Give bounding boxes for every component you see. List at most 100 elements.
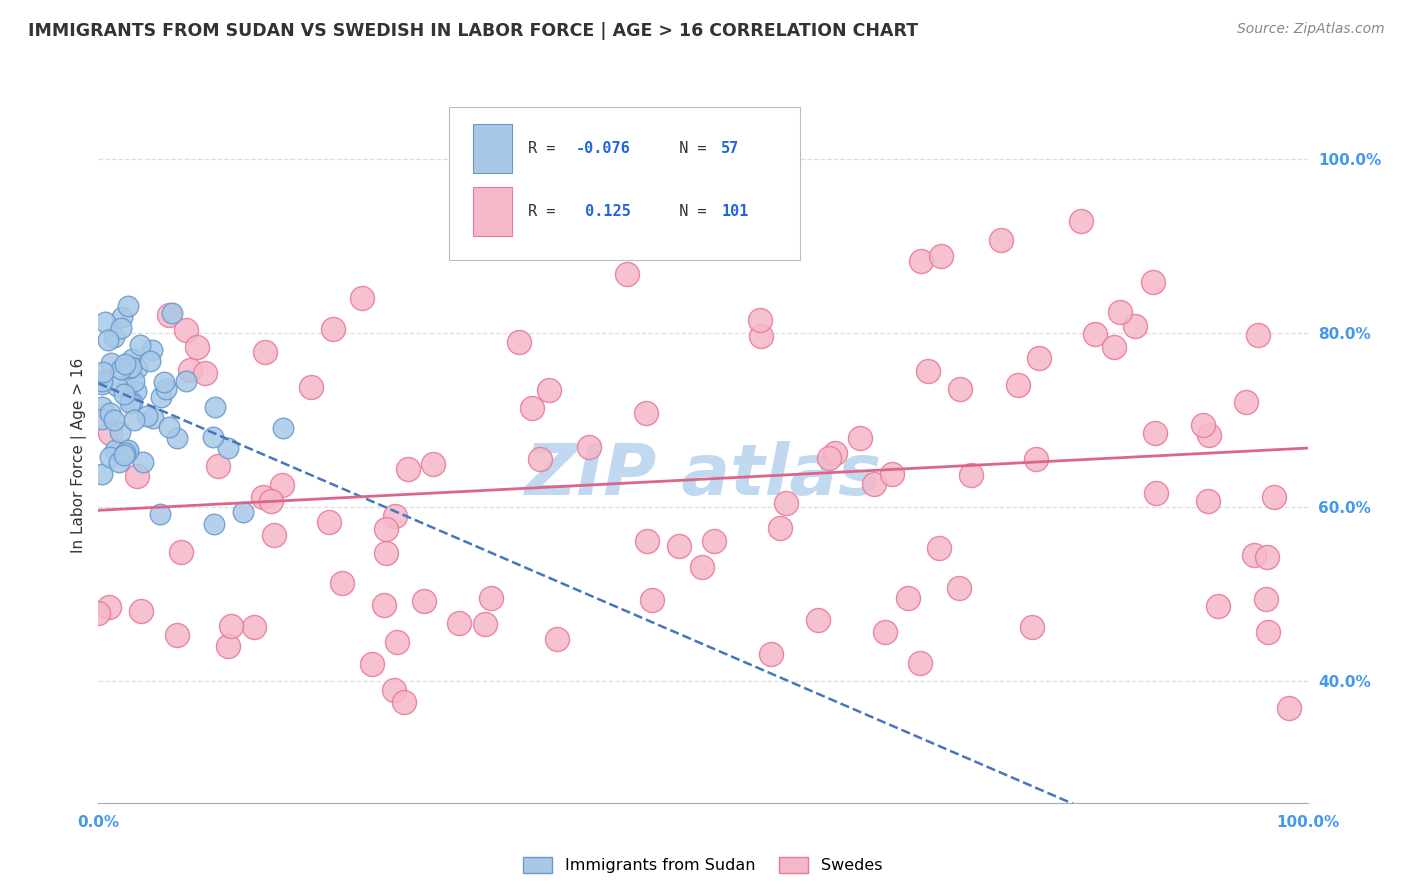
Point: [396, 461, 419, 475]
Point: [114, 446, 136, 460]
Point: [374, 522, 396, 536]
Text: R =: R =: [527, 204, 564, 219]
Point: [508, 335, 530, 350]
Point: [169, 545, 191, 559]
Point: [641, 592, 664, 607]
Point: [219, 619, 242, 633]
Point: [1257, 625, 1279, 640]
Point: [1256, 592, 1278, 607]
Point: [121, 351, 143, 366]
Point: [1070, 214, 1092, 228]
Point: [1123, 319, 1146, 334]
Point: [91, 412, 114, 426]
Point: [910, 254, 932, 268]
Point: [108, 455, 131, 469]
Point: [546, 632, 568, 646]
Point: [243, 620, 266, 634]
Point: [824, 446, 846, 460]
Point: [112, 448, 135, 462]
Point: [413, 594, 436, 608]
Point: [112, 386, 135, 401]
Point: [91, 467, 114, 481]
Point: [100, 356, 122, 370]
Point: [1028, 351, 1050, 365]
Point: [960, 468, 983, 483]
Point: [538, 383, 561, 397]
Point: [863, 477, 886, 491]
Point: [385, 635, 408, 649]
Text: IMMIGRANTS FROM SUDAN VS SWEDISH IN LABOR FORCE | AGE > 16 CORRELATION CHART: IMMIGRANTS FROM SUDAN VS SWEDISH IN LABO…: [28, 22, 918, 40]
Point: [254, 345, 277, 359]
Point: [217, 639, 239, 653]
Point: [382, 683, 405, 698]
Point: [122, 413, 145, 427]
Point: [186, 340, 208, 354]
Text: N =: N =: [661, 204, 716, 219]
Point: [149, 390, 172, 404]
Point: [217, 441, 239, 455]
Point: [98, 450, 121, 465]
Point: [232, 504, 254, 518]
Point: [105, 379, 128, 393]
Point: [1263, 491, 1285, 505]
Point: [118, 396, 141, 410]
Y-axis label: In Labor Force | Age > 16: In Labor Force | Age > 16: [72, 358, 87, 552]
Point: [128, 338, 150, 352]
Point: [1007, 378, 1029, 392]
Point: [751, 328, 773, 343]
Point: [1084, 327, 1107, 342]
Point: [115, 382, 138, 396]
Point: [98, 426, 121, 441]
Point: [299, 380, 322, 394]
Point: [578, 440, 600, 454]
Point: [166, 628, 188, 642]
Point: [118, 361, 141, 376]
Point: [775, 495, 797, 509]
Point: [322, 322, 344, 336]
Point: [668, 539, 690, 553]
Point: [949, 382, 972, 396]
Point: [681, 216, 703, 230]
Point: [1025, 452, 1047, 467]
Point: [97, 599, 120, 614]
Point: [139, 354, 162, 368]
Text: -0.076: -0.076: [576, 141, 631, 156]
Point: [157, 420, 180, 434]
Point: [120, 360, 142, 375]
Point: [103, 330, 125, 344]
Point: [422, 457, 444, 471]
Text: R =: R =: [527, 141, 564, 156]
Point: [769, 521, 792, 535]
Point: [1206, 599, 1229, 613]
Point: [1191, 418, 1213, 433]
Point: [748, 312, 770, 326]
Point: [761, 647, 783, 661]
Point: [136, 409, 159, 423]
Point: [166, 431, 188, 445]
Point: [394, 695, 416, 709]
Point: [103, 413, 125, 427]
Text: N =: N =: [661, 141, 716, 156]
Text: Source: ZipAtlas.com: Source: ZipAtlas.com: [1237, 22, 1385, 37]
Point: [104, 442, 127, 457]
Text: ZIP atlas: ZIP atlas: [524, 442, 882, 510]
Point: [1234, 395, 1257, 409]
Point: [690, 559, 713, 574]
FancyBboxPatch shape: [449, 107, 800, 260]
Point: [132, 454, 155, 468]
Point: [928, 541, 950, 556]
Point: [114, 357, 136, 371]
Point: [990, 233, 1012, 247]
Point: [87, 606, 110, 620]
Point: [361, 657, 384, 672]
Point: [194, 366, 217, 380]
Point: [204, 517, 226, 532]
Point: [1143, 425, 1166, 440]
Point: [1102, 340, 1125, 354]
Point: [263, 528, 285, 542]
Point: [873, 625, 896, 640]
Point: [91, 377, 114, 392]
Bar: [474, 187, 512, 235]
Point: [917, 364, 939, 378]
Point: [176, 374, 198, 388]
